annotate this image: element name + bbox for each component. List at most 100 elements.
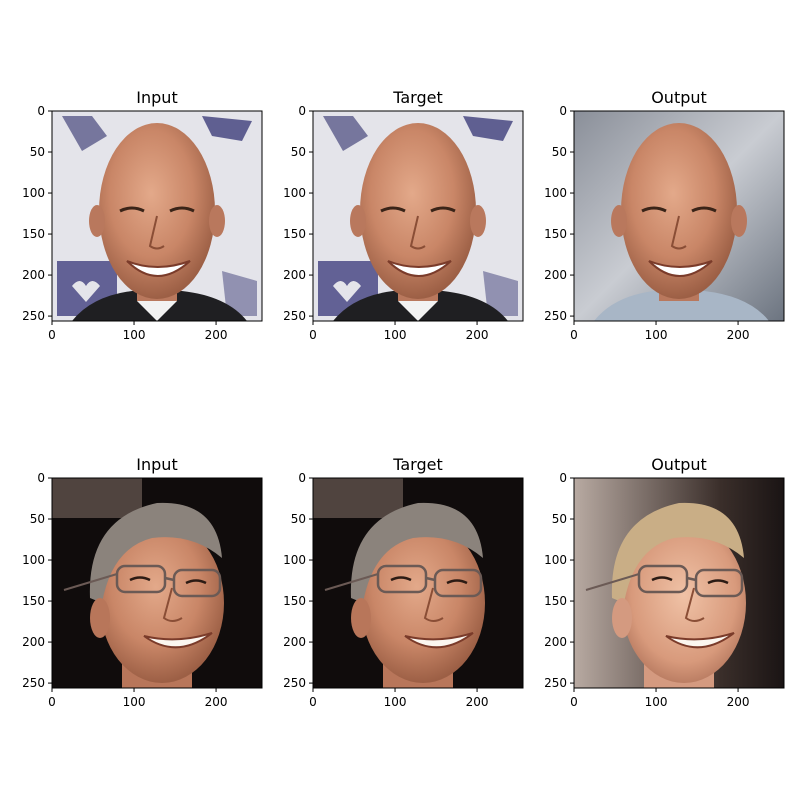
eye — [380, 206, 406, 213]
y-tick-label: 50 — [30, 145, 45, 159]
x-tick-label: 100 — [123, 695, 146, 709]
subplot-target: Target 0 100 200 0 50 100 150 200 250 — [283, 455, 524, 709]
y-tick-label: 0 — [559, 471, 567, 485]
x-tick-label: 0 — [309, 328, 317, 342]
glasses-bridge — [425, 576, 436, 582]
ear — [89, 205, 105, 237]
heart-icon — [333, 281, 361, 302]
eye — [691, 206, 717, 213]
ear — [612, 598, 632, 638]
y-tick-label: 200 — [544, 635, 567, 649]
y-tick-label: 150 — [283, 227, 306, 241]
x-tick-label: 0 — [570, 328, 578, 342]
y-tick-label: 200 — [283, 635, 306, 649]
x-tick-label: 200 — [205, 328, 228, 342]
logo-shape — [62, 116, 107, 151]
y-tick-label: 250 — [22, 309, 45, 323]
subplot-title: Target — [392, 88, 443, 107]
y-tick-label: 0 — [298, 471, 306, 485]
smile — [387, 260, 452, 277]
x-tick-label: 100 — [645, 695, 668, 709]
eye — [129, 576, 151, 582]
subplot-title: Output — [651, 88, 707, 107]
x-tick-label: 0 — [48, 695, 56, 709]
glasses-lens — [433, 568, 483, 598]
x-tick-label: 0 — [48, 328, 56, 342]
face-image — [52, 111, 262, 321]
y-tick-label: 250 — [283, 309, 306, 323]
image-background — [52, 478, 142, 518]
subplot-title: Output — [651, 455, 707, 474]
y-tick-label: 0 — [37, 104, 45, 118]
y-tick-label: 150 — [283, 594, 306, 608]
eye — [185, 579, 207, 585]
glasses-bridge — [164, 576, 175, 582]
eye — [707, 579, 729, 585]
head — [99, 123, 215, 299]
subplot-input: Input 0 100 200 0 50 100 150 200 250 — [22, 455, 263, 709]
x-tick-label: 100 — [123, 328, 146, 342]
y-tick-label: 200 — [283, 268, 306, 282]
face-image — [574, 478, 784, 688]
y-tick-label: 50 — [291, 145, 306, 159]
axes-frame — [312, 477, 524, 689]
axes-frame — [573, 110, 785, 322]
y-tick-label: 0 — [37, 471, 45, 485]
subplot-title: Target — [392, 455, 443, 474]
x-tick-label: 200 — [727, 695, 750, 709]
nose — [162, 587, 183, 622]
x-tick-label: 0 — [309, 695, 317, 709]
eye — [651, 576, 673, 582]
x-tick-label: 100 — [645, 328, 668, 342]
x-tick-label: 100 — [384, 695, 407, 709]
nose — [423, 587, 444, 622]
axes-frame — [573, 477, 785, 689]
logo-shape — [323, 116, 368, 151]
face-image — [313, 111, 523, 321]
glasses-bridge — [686, 576, 697, 582]
subplot-output: Output 0 100 200 0 50 100 150 200 250 — [544, 455, 785, 709]
nose — [684, 587, 705, 622]
ear — [90, 598, 110, 638]
y-tick-label: 100 — [22, 553, 45, 567]
x-tick-label: 100 — [384, 328, 407, 342]
glasses-lens — [172, 568, 222, 598]
y-tick-label: 0 — [298, 104, 306, 118]
logo-shape — [202, 116, 252, 141]
axes-frame — [51, 110, 263, 322]
y-tick-label: 50 — [30, 512, 45, 526]
nose — [670, 215, 687, 250]
y-tick-label: 100 — [283, 186, 306, 200]
hair — [89, 502, 222, 603]
ear — [731, 205, 747, 237]
eye — [641, 206, 667, 213]
heart-icon — [72, 281, 100, 302]
hair — [611, 502, 744, 603]
y-tick-label: 150 — [544, 227, 567, 241]
subplot-target: Target 0 100 200 0 50 100 150 200 250 — [283, 88, 524, 342]
y-tick-label: 250 — [544, 676, 567, 690]
y-tick-label: 0 — [559, 104, 567, 118]
axes-frame — [312, 110, 524, 322]
eye — [119, 206, 145, 213]
hair — [350, 502, 483, 603]
x-tick-label: 200 — [727, 328, 750, 342]
head — [360, 123, 476, 299]
smile — [665, 632, 735, 649]
y-tick-label: 150 — [544, 594, 567, 608]
face-image — [52, 478, 262, 688]
eye — [446, 579, 468, 585]
subplot-title: Input — [136, 88, 177, 107]
y-tick-label: 100 — [22, 186, 45, 200]
glasses-lens — [694, 568, 744, 598]
head — [621, 123, 737, 299]
y-tick-label: 50 — [552, 145, 567, 159]
glasses-arm — [585, 573, 640, 591]
y-tick-label: 250 — [544, 309, 567, 323]
image-background — [313, 478, 403, 518]
y-tick-label: 150 — [22, 227, 45, 241]
axes-frame — [51, 477, 263, 689]
smile — [404, 632, 474, 649]
y-tick-label: 250 — [283, 676, 306, 690]
